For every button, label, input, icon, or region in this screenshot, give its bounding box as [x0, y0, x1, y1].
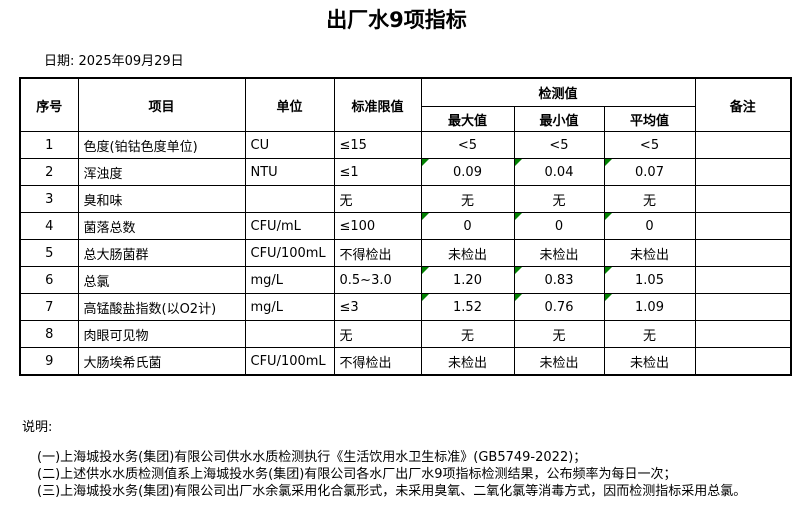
- note-line-3: (三)上海城投水务(集团)有限公司出厂水余氯采用化合氯形式，未采用臭氧、二氧化氯…: [37, 484, 747, 499]
- cell-item: 总大肠菌群: [77, 239, 246, 267]
- cell-min: <5: [513, 131, 605, 159]
- notes-heading: 说明:: [22, 420, 53, 435]
- cell-item: 高锰酸盐指数(以O2计): [77, 293, 246, 321]
- col-header-limit: 标准限值: [333, 77, 422, 132]
- notes-section: 说明: (一)上海城投水务(集团)有限公司供水水质检测执行《生活饮用水卫生标准》…: [0, 420, 793, 500]
- table-row: 6 总氯 mg/L 0.5~3.0 1.20 0.83 1.05: [19, 266, 792, 294]
- table-row: 7 高锰酸盐指数(以O2计) mg/L ≤3 1.52 0.76 1.09: [19, 293, 792, 321]
- cell-item: 浑浊度: [77, 158, 246, 186]
- table-row: 9 大肠埃希氏菌 CFU/100mL 不得检出 未检出 未检出 未检出: [19, 347, 792, 376]
- date-label: 日期: 2025年09月29日: [44, 54, 184, 69]
- col-header-no: 序号: [19, 77, 79, 132]
- cell-no: 3: [19, 185, 79, 213]
- col-header-item: 项目: [77, 77, 246, 132]
- cell-avg: 未检出: [603, 239, 696, 267]
- cell-limit: 无: [333, 320, 422, 348]
- indicators-table: 序号 项目 单位 标准限值 检测值 备注 最大值 最小值 平均值 1 色度(铂钴…: [19, 77, 793, 376]
- cell-min: 未检出: [513, 239, 605, 267]
- col-header-detection: 检测值: [420, 77, 696, 107]
- cell-unit: CFU/100mL: [244, 239, 335, 267]
- cell-limit: ≤15: [333, 131, 422, 159]
- table-row: 3 臭和味 无 无 无 无: [19, 185, 792, 213]
- cell-min: 未检出: [513, 347, 605, 376]
- cell-unit: mg/L: [244, 293, 335, 321]
- cell-no: 9: [19, 347, 79, 376]
- cell-avg: 1.05: [603, 266, 696, 294]
- cell-unit: CFU/mL: [244, 212, 335, 240]
- cell-item: 肉眼可见物: [77, 320, 246, 348]
- cell-min: 0.04: [513, 158, 605, 186]
- col-header-max: 最大值: [420, 106, 515, 132]
- cell-no: 4: [19, 212, 79, 240]
- cell-limit: ≤1: [333, 158, 422, 186]
- cell-min: 0.76: [513, 293, 605, 321]
- cell-min: 无: [513, 185, 605, 213]
- cell-item: 臭和味: [77, 185, 246, 213]
- cell-max: <5: [420, 131, 515, 159]
- cell-avg: <5: [603, 131, 696, 159]
- cell-avg: 0: [603, 212, 696, 240]
- cell-max: 未检出: [420, 347, 515, 376]
- table-row: 1 色度(铂钴色度单位) CU ≤15 <5 <5 <5: [19, 131, 792, 159]
- cell-item: 大肠埃希氏菌: [77, 347, 246, 376]
- cell-unit: [244, 185, 335, 213]
- note-line-2: (二)上述供水水质检测值系上海城投水务(集团)有限公司各水厂出厂水9项指标检测结…: [37, 467, 677, 482]
- page-title: 出厂水9项指标: [326, 8, 467, 32]
- cell-no: 5: [19, 239, 79, 267]
- cell-remark: [694, 239, 792, 267]
- cell-unit: [244, 320, 335, 348]
- cell-avg: 未检出: [603, 347, 696, 376]
- cell-max: 1.52: [420, 293, 515, 321]
- cell-max: 1.20: [420, 266, 515, 294]
- cell-limit: ≤3: [333, 293, 422, 321]
- cell-limit: 无: [333, 185, 422, 213]
- table-row: 5 总大肠菌群 CFU/100mL 不得检出 未检出 未检出 未检出: [19, 239, 792, 267]
- cell-max: 0: [420, 212, 515, 240]
- cell-avg: 无: [603, 185, 696, 213]
- cell-unit: CU: [244, 131, 335, 159]
- cell-no: 1: [19, 131, 79, 159]
- cell-limit: 0.5~3.0: [333, 266, 422, 294]
- cell-max: 0.09: [420, 158, 515, 186]
- cell-max: 无: [420, 320, 515, 348]
- table-row: 2 浑浊度 NTU ≤1 0.09 0.04 0.07: [19, 158, 792, 186]
- cell-limit: 不得检出: [333, 347, 422, 376]
- col-header-avg: 平均值: [603, 106, 696, 132]
- cell-no: 2: [19, 158, 79, 186]
- cell-avg: 无: [603, 320, 696, 348]
- cell-remark: [694, 212, 792, 240]
- cell-remark: [694, 131, 792, 159]
- table-row: 8 肉眼可见物 无 无 无 无: [19, 320, 792, 348]
- note-line-1: (一)上海城投水务(集团)有限公司供水水质检测执行《生活饮用水卫生标准》(GB5…: [37, 450, 587, 465]
- table-row: 4 菌落总数 CFU/mL ≤100 0 0 0: [19, 212, 792, 240]
- col-header-min: 最小值: [513, 106, 605, 132]
- col-header-remark: 备注: [694, 77, 792, 132]
- cell-remark: [694, 320, 792, 348]
- cell-max: 未检出: [420, 239, 515, 267]
- cell-remark: [694, 266, 792, 294]
- cell-min: 无: [513, 320, 605, 348]
- cell-item: 总氯: [77, 266, 246, 294]
- cell-remark: [694, 158, 792, 186]
- cell-limit: ≤100: [333, 212, 422, 240]
- cell-remark: [694, 185, 792, 213]
- cell-item: 色度(铂钴色度单位): [77, 131, 246, 159]
- cell-remark: [694, 293, 792, 321]
- cell-unit: NTU: [244, 158, 335, 186]
- cell-no: 6: [19, 266, 79, 294]
- cell-avg: 0.07: [603, 158, 696, 186]
- cell-max: 无: [420, 185, 515, 213]
- cell-min: 0: [513, 212, 605, 240]
- cell-remark: [694, 347, 792, 376]
- cell-unit: mg/L: [244, 266, 335, 294]
- cell-min: 0.83: [513, 266, 605, 294]
- cell-no: 8: [19, 320, 79, 348]
- cell-avg: 1.09: [603, 293, 696, 321]
- cell-item: 菌落总数: [77, 212, 246, 240]
- cell-unit: CFU/100mL: [244, 347, 335, 376]
- cell-limit: 不得检出: [333, 239, 422, 267]
- col-header-unit: 单位: [244, 77, 335, 132]
- cell-no: 7: [19, 293, 79, 321]
